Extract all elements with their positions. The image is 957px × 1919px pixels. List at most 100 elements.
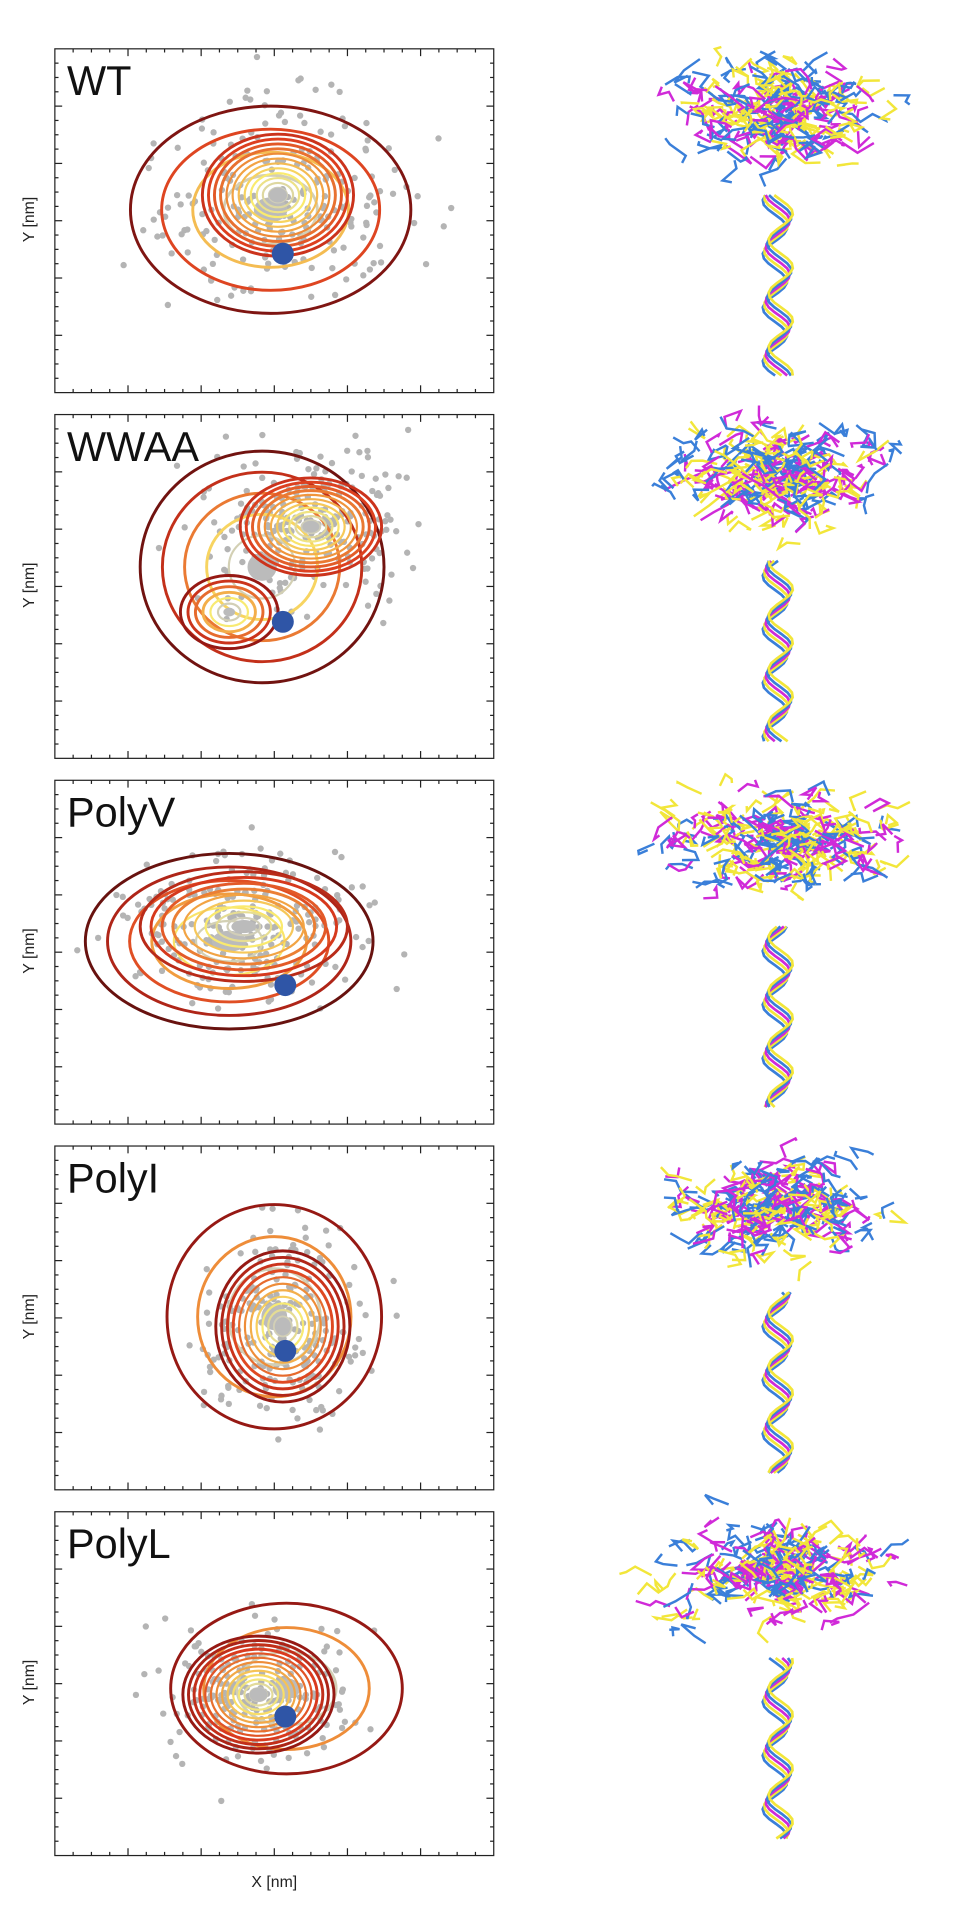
sample-point [227, 914, 234, 921]
sample-point [385, 145, 392, 152]
contour [226, 1262, 340, 1391]
side-chain [790, 802, 811, 808]
side-chain [757, 828, 775, 842]
side-chain [704, 1493, 730, 1506]
side-chain [812, 791, 831, 803]
sample-point [181, 524, 188, 531]
contour [165, 1203, 384, 1431]
contour [193, 899, 295, 954]
sample-point [251, 1612, 259, 1619]
panel: PolyI Y [nm] [21, 1145, 495, 1491]
side-chain [636, 842, 655, 856]
side-chain [774, 1218, 806, 1229]
sample-point [203, 1309, 211, 1316]
side-chain [733, 851, 740, 858]
side-chain [728, 520, 752, 533]
helix [767, 925, 795, 1108]
sample-point [414, 193, 421, 200]
side-chain [744, 1579, 763, 1602]
side-chain [741, 1189, 757, 1208]
sample-point [225, 1400, 232, 1408]
sample-point [373, 209, 380, 216]
side-chain [689, 1553, 715, 1572]
contour [243, 167, 313, 224]
sample-point [310, 471, 318, 478]
sample-point [351, 1352, 359, 1359]
panel-label: PolyL [67, 1520, 171, 1567]
contour [215, 911, 273, 943]
side-chain [720, 1182, 739, 1209]
side-chain [837, 1234, 852, 1248]
side-chain [692, 878, 733, 886]
side-chain [770, 470, 792, 486]
side-chain [817, 1519, 844, 1545]
sample-point [189, 999, 196, 1007]
sample-point [364, 602, 372, 609]
side-chain [775, 1233, 789, 1248]
side-chain [732, 1540, 752, 1557]
sample-point [285, 1754, 292, 1762]
side-chain [775, 536, 801, 552]
side-chain [828, 81, 842, 101]
side-chain [707, 1200, 728, 1216]
side-chain [826, 476, 843, 499]
side-chain [811, 839, 839, 853]
side-chain [788, 808, 803, 819]
side-chain [718, 863, 734, 869]
contour [193, 585, 265, 639]
sample-point [352, 1344, 359, 1351]
sample-point [364, 454, 372, 461]
side-chain [817, 831, 832, 853]
side-chain [725, 481, 755, 494]
side-chain [774, 149, 784, 168]
sample-point [319, 1407, 326, 1414]
side-chain [777, 497, 802, 519]
sample-point [366, 266, 374, 273]
sample-point [319, 1734, 326, 1742]
side-chain [749, 428, 784, 447]
sample-point [346, 1281, 353, 1289]
sample-point [240, 463, 247, 470]
side-chain [776, 833, 792, 849]
side-chain [808, 1211, 821, 1227]
sample-point [422, 260, 430, 268]
side-chain [821, 453, 834, 470]
side-chain [766, 66, 787, 83]
side-chain [679, 440, 698, 463]
side-chain [704, 466, 734, 484]
reference-point [271, 610, 294, 633]
sample-point [200, 159, 208, 166]
sample-point [237, 1250, 244, 1257]
contour [169, 1601, 404, 1776]
side-chain [763, 462, 793, 476]
contour [226, 1669, 291, 1720]
side-chain [798, 137, 817, 152]
structure [656, 45, 911, 377]
side-chain [763, 818, 785, 830]
side-chain [770, 1536, 785, 1554]
structures [619, 45, 911, 1840]
sample-point [372, 475, 379, 482]
sample-point [124, 914, 131, 922]
side-chain [863, 797, 892, 813]
side-chain [759, 495, 775, 517]
structure [636, 772, 911, 1109]
reference-point [274, 1705, 297, 1728]
sample-point [211, 236, 218, 244]
sample-point [316, 1426, 324, 1433]
side-chain [721, 111, 753, 123]
side-chain [792, 1537, 812, 1557]
side-chain [779, 1136, 798, 1159]
side-chain [725, 513, 739, 527]
sample-point [385, 484, 392, 492]
sample-point [195, 1640, 202, 1647]
side-chain [756, 1614, 774, 1644]
sample-point [364, 447, 371, 455]
sample-point [132, 1691, 140, 1699]
side-chain [772, 1586, 786, 1597]
side-chain [840, 1202, 856, 1217]
sample-point [356, 449, 363, 456]
side-chain [783, 1197, 804, 1214]
sample-point [214, 913, 221, 920]
side-chain [700, 823, 735, 838]
